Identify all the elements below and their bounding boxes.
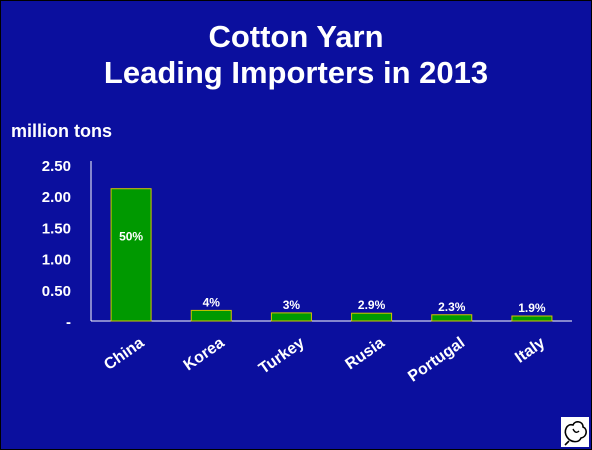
data-label: 1.9% [518, 301, 546, 315]
data-label: 4% [203, 295, 221, 309]
y-tick-label: 1.50 [42, 220, 71, 237]
y-tick-label: - [66, 314, 71, 331]
x-tick-label: Korea [181, 334, 228, 374]
data-label: 50% [119, 230, 143, 244]
x-tick-label: Portugal [405, 334, 468, 385]
data-label: 3% [283, 298, 301, 312]
bar-korea [190, 309, 232, 322]
x-tick-label: Turkey [256, 334, 308, 377]
bar-portugal [431, 314, 473, 322]
y-axis-units-label: million tons [11, 121, 112, 141]
bar-turkey [270, 312, 312, 322]
data-label: 2.3% [438, 300, 466, 314]
cotton-boll-icon [561, 417, 589, 447]
x-tick-label: China [101, 334, 147, 373]
y-tick-label: 1.00 [42, 252, 71, 269]
y-tick-label: 2.00 [42, 189, 71, 206]
data-label: 2.9% [358, 298, 386, 312]
x-tick-label: Italy [512, 334, 548, 366]
x-tick-label: Rusia [342, 334, 388, 373]
bar-china [110, 188, 152, 322]
chart-title: Cotton Yarn Leading Importers in 2013 [1, 19, 591, 91]
bar-rusia [351, 312, 393, 322]
y-tick-label: 2.50 [42, 158, 71, 175]
title-line-1: Cotton Yarn [208, 19, 384, 54]
title-line-2: Leading Importers in 2013 [103, 55, 489, 90]
y-tick-label: 0.50 [42, 283, 71, 300]
bar-italy [511, 315, 553, 322]
